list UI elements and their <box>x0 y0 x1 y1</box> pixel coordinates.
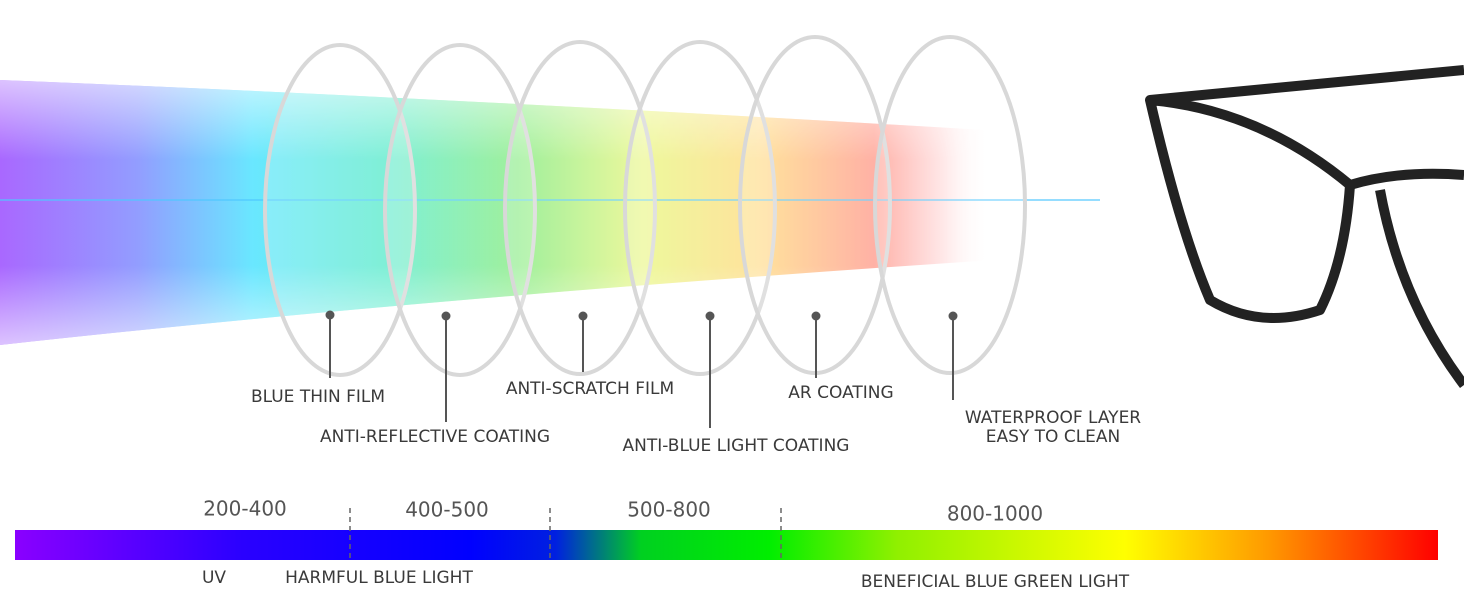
light-beam <box>0 80 1150 345</box>
spectrum-label: HARMFUL BLUE LIGHT <box>285 568 473 588</box>
lenses <box>263 35 1027 377</box>
range-label: 200-400 <box>203 497 287 521</box>
pointers <box>325 310 958 428</box>
layer-label: WATERPROOF LAYER <box>965 408 1141 428</box>
range-label: 800-1000 <box>947 502 1043 526</box>
spectrum-bar <box>15 530 1438 560</box>
layer-label: BLUE THIN FILM <box>251 387 385 407</box>
spectrum-label: UV <box>202 568 226 588</box>
layer-label: ANTI-REFLECTIVE COATING <box>320 427 550 447</box>
layer-label: EASY TO CLEAN <box>986 427 1121 447</box>
spectrum-label: BENEFICIAL BLUE GREEN LIGHT <box>861 572 1130 592</box>
range-label: 400-500 <box>405 498 489 522</box>
range-label: 500-800 <box>627 498 711 522</box>
layer-label: AR COATING <box>788 383 893 403</box>
glasses <box>1145 65 1464 389</box>
layer-label: ANTI-BLUE LIGHT COATING <box>623 436 850 456</box>
layer-label: ANTI-SCRATCH FILM <box>506 379 674 399</box>
